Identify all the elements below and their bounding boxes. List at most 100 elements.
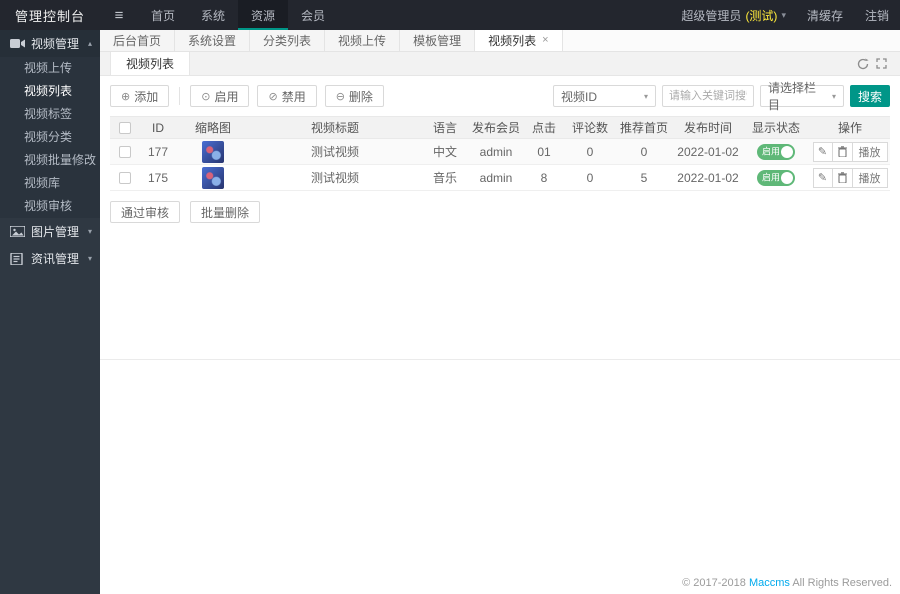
- edit-button[interactable]: ✎: [812, 167, 833, 188]
- main-area: 后台首页 系统设置 分类列表 视频上传 模板管理 视频列表 × 视频列表: [100, 30, 900, 594]
- row-actions: ✎ 播放: [812, 141, 888, 162]
- chevron-down-icon: ▾: [87, 254, 92, 263]
- minus-circle-icon: ⊖: [335, 90, 345, 103]
- video-table: ID 缩略图 视频标题 语言 发布会员 点击 评论数 推荐首页 发布时间 显示状…: [110, 116, 890, 191]
- sidebar-section-image[interactable]: 图片管理 ▾: [0, 218, 100, 245]
- hamburger-icon[interactable]: ≡: [114, 6, 124, 24]
- table-row: 175 测试视频 音乐 admin 8 0 5 2022-01-02 启用: [110, 164, 890, 191]
- chevron-down-icon: ▾: [831, 91, 836, 101]
- sidebar-item-video-batch-edit[interactable]: 视频批量修改: [24, 153, 97, 167]
- sidebar: 视频管理 ▴ 视频上传 视频列表 视频标签 视频分类 视频批量修改 视频库 视频…: [0, 30, 100, 594]
- keyword-input[interactable]: [662, 85, 754, 107]
- tab-system-settings[interactable]: 系统设置: [175, 30, 251, 51]
- search-button[interactable]: 搜索: [850, 85, 890, 107]
- select-all-checkbox[interactable]: [119, 121, 131, 134]
- logout-button[interactable]: 注销: [864, 8, 889, 23]
- toggle-label: 启用: [762, 146, 781, 156]
- add-button[interactable]: ⊕ 添加: [110, 85, 170, 107]
- tab-label: 视频列表: [488, 34, 537, 48]
- video-thumbnail[interactable]: [202, 140, 224, 163]
- tab-dashboard[interactable]: 后台首页: [100, 30, 176, 51]
- sidebar-item-video-audit[interactable]: 视频审核: [24, 199, 73, 213]
- col-comments: 评论数: [566, 116, 614, 139]
- status-toggle[interactable]: 启用: [757, 143, 795, 160]
- footer-copyright: © 2017-2018 Maccms All Rights Reserved.: [682, 577, 892, 589]
- col-actions: 操作: [810, 116, 890, 139]
- tab-video-list[interactable]: 视频列表 ×: [475, 30, 563, 51]
- sidebar-item-video-upload[interactable]: 视频上传: [24, 61, 73, 75]
- sidebar-section-label: 视频管理: [31, 37, 80, 51]
- tab-template-manage[interactable]: 模板管理: [400, 30, 476, 51]
- col-thumbnail: 缩略图: [176, 116, 250, 139]
- disable-button[interactable]: ⊘ 禁用: [257, 85, 317, 107]
- topbar-spacer: [338, 0, 671, 30]
- cell-clicks: 01: [522, 138, 566, 165]
- image-icon: [10, 226, 25, 237]
- card-header-tools: [854, 52, 900, 75]
- user-menu[interactable]: 超级管理员 (测试) ▾: [671, 7, 796, 24]
- edit-button[interactable]: ✎: [812, 141, 833, 162]
- pencil-icon: ✎: [817, 146, 828, 158]
- sidebar-item-video-tags[interactable]: 视频标签: [24, 107, 73, 121]
- cell-language: 音乐: [420, 164, 470, 191]
- clear-cache-button[interactable]: 清缓存: [806, 8, 843, 23]
- page-tabs: 后台首页 系统设置 分类列表 视频上传 模板管理 视频列表 ×: [100, 30, 900, 52]
- enable-button[interactable]: ⊙ 启用: [190, 85, 250, 107]
- cell-member: admin: [470, 138, 522, 165]
- cell-id: 177: [140, 138, 176, 165]
- sidebar-section-video[interactable]: 视频管理 ▴: [0, 30, 100, 57]
- sidebar-section-label: 资讯管理: [31, 252, 80, 266]
- category-select[interactable]: 请选择栏目 ▾: [760, 81, 844, 112]
- plus-circle-icon: ⊕: [121, 90, 131, 103]
- row-actions: ✎ 播放: [812, 167, 888, 188]
- sidebar-item-video-library[interactable]: 视频库: [24, 176, 61, 190]
- tab-category-list[interactable]: 分类列表: [250, 30, 326, 51]
- col-id: ID: [140, 116, 176, 139]
- refresh-icon[interactable]: [854, 55, 872, 73]
- news-icon: [10, 253, 25, 265]
- sidebar-section-news[interactable]: 资讯管理 ▾: [0, 245, 100, 272]
- video-thumbnail[interactable]: [202, 166, 224, 189]
- fullscreen-icon[interactable]: [872, 55, 890, 73]
- brand-link[interactable]: Maccms: [748, 577, 790, 589]
- tab-video-upload[interactable]: 视频上传: [325, 30, 401, 51]
- table-row: 177 测试视频 中文 admin 01 0 0 2022-01-02 启用: [110, 138, 890, 165]
- topnav-member[interactable]: 会员: [301, 8, 326, 23]
- cell-language: 中文: [420, 138, 470, 165]
- app-title: 管理控制台: [14, 8, 85, 24]
- col-status: 显示状态: [742, 116, 810, 139]
- cell-title: 测试视频: [250, 164, 420, 191]
- batch-audit-button[interactable]: 通过审核: [110, 201, 181, 223]
- batch-actions: 通过审核 批量删除: [110, 201, 890, 223]
- topnav-resource[interactable]: 资源: [238, 0, 289, 30]
- col-member: 发布会员: [470, 116, 522, 139]
- cell-recommend: 5: [614, 164, 674, 191]
- search-field-select[interactable]: 视频ID ▾: [553, 85, 656, 107]
- sidebar-item-video-category[interactable]: 视频分类: [24, 130, 73, 144]
- sidebar-item-video-list[interactable]: 视频列表: [24, 84, 73, 98]
- batch-delete-button[interactable]: 批量删除: [190, 201, 261, 223]
- sidebar-section-label: 图片管理: [31, 225, 80, 239]
- pencil-icon: ✎: [817, 172, 828, 184]
- toggle-knob: [781, 145, 793, 158]
- row-checkbox[interactable]: [119, 171, 131, 184]
- user-name: (测试): [745, 8, 778, 23]
- delete-row-button[interactable]: [832, 141, 853, 162]
- topnav-system[interactable]: 系统: [201, 8, 226, 23]
- delete-row-button[interactable]: [832, 167, 853, 188]
- col-title: 视频标题: [250, 116, 420, 139]
- row-checkbox[interactable]: [119, 145, 131, 158]
- video-camera-icon: [10, 38, 25, 49]
- chevron-down-icon: ▾: [781, 9, 786, 20]
- user-role: 超级管理员: [681, 8, 742, 23]
- delete-button[interactable]: ⊖ 删除: [324, 85, 384, 107]
- cell-recommend: 0: [614, 138, 674, 165]
- card-tab-video-list[interactable]: 视频列表: [110, 52, 191, 75]
- toolbar-divider: [179, 87, 181, 105]
- close-icon[interactable]: ×: [542, 34, 549, 46]
- play-button[interactable]: 播放: [852, 167, 888, 188]
- play-button[interactable]: 播放: [852, 141, 888, 162]
- topnav-home[interactable]: 首页: [151, 8, 176, 23]
- card-tab-header: 视频列表: [100, 52, 900, 76]
- status-toggle[interactable]: 启用: [757, 169, 795, 186]
